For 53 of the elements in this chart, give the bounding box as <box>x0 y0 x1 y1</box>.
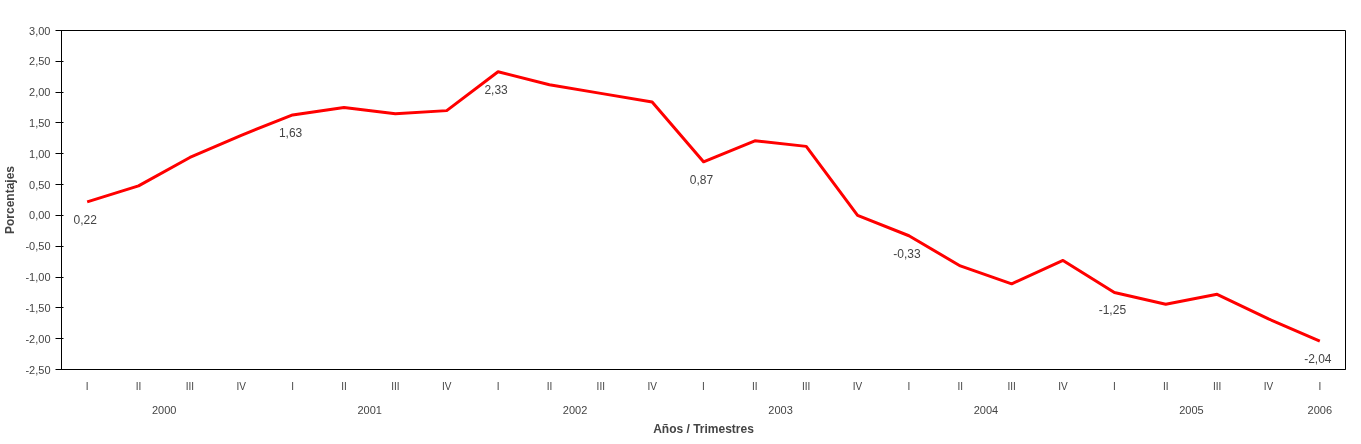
x-tick-label: IV <box>1058 380 1069 392</box>
y-tick-label: 2,00 <box>29 86 51 99</box>
data-label: -2,04 <box>1304 352 1332 367</box>
y-tick-label: 1,00 <box>29 147 51 160</box>
x-tick-label: I <box>496 380 500 392</box>
data-label: -0,33 <box>893 246 921 261</box>
x-tick-label: IV <box>441 380 452 392</box>
x-tick-label: II <box>752 380 758 392</box>
text: 2005 <box>1179 403 1204 416</box>
text: 2001 <box>357 403 382 416</box>
y-tick-label: 1,50 <box>29 116 51 129</box>
x-tick-label: III <box>1212 380 1222 392</box>
x-tick-label: I <box>702 380 705 392</box>
x-tick-label: II <box>341 380 347 392</box>
x-tick-label: I <box>1112 380 1116 392</box>
x-tick-label: II <box>546 380 553 392</box>
x-tick-label: I <box>1318 380 1322 392</box>
text: 2006 <box>1307 403 1333 416</box>
x-tick-label: III <box>596 380 605 392</box>
text: 2003 <box>768 403 793 416</box>
x-tick-label: III <box>391 380 400 392</box>
y-tick-label: 0,50 <box>29 178 51 191</box>
x-tick-label: III <box>1007 380 1016 392</box>
text: 2004 <box>973 403 999 416</box>
x-tick-label: IV <box>1263 380 1274 392</box>
x-tick-label: III <box>185 380 195 392</box>
data-label: 1,63 <box>278 125 303 140</box>
x-tick-label: IV <box>852 380 863 392</box>
y-tick-label: 0,00 <box>29 209 51 222</box>
x-tick-label: IV <box>647 380 658 392</box>
y-tick-label: -1,50 <box>25 301 51 314</box>
x-tick-label: II <box>957 380 964 392</box>
y-tick-label: -0,50 <box>25 240 51 253</box>
x-axis-title: Años / Trimestres <box>653 421 755 436</box>
x-tick-label: IV <box>236 380 247 392</box>
y-tick-label: -1,00 <box>25 271 51 284</box>
x-tick-label: II <box>1162 380 1169 392</box>
y-tick-label: 2,50 <box>29 55 51 68</box>
y-axis-title: Porcentajes <box>3 165 18 235</box>
x-tick-label: III <box>802 380 811 392</box>
y-tick-label: 3,00 <box>29 24 51 37</box>
text: 2000 <box>151 403 177 416</box>
text: 2002 <box>562 403 588 416</box>
x-tick-label: I <box>85 380 89 392</box>
data-label: 2,33 <box>484 82 509 97</box>
data-label: -1,25 <box>1098 303 1127 318</box>
data-label: 0,22 <box>73 212 98 227</box>
data-label: 0,87 <box>689 172 714 187</box>
x-tick-label: I <box>291 380 295 392</box>
x-tick-label: II <box>135 380 142 392</box>
y-tick-label: -2,00 <box>25 332 51 345</box>
x-tick-label: I <box>907 380 911 392</box>
y-tick-label: -2,50 <box>25 363 51 376</box>
